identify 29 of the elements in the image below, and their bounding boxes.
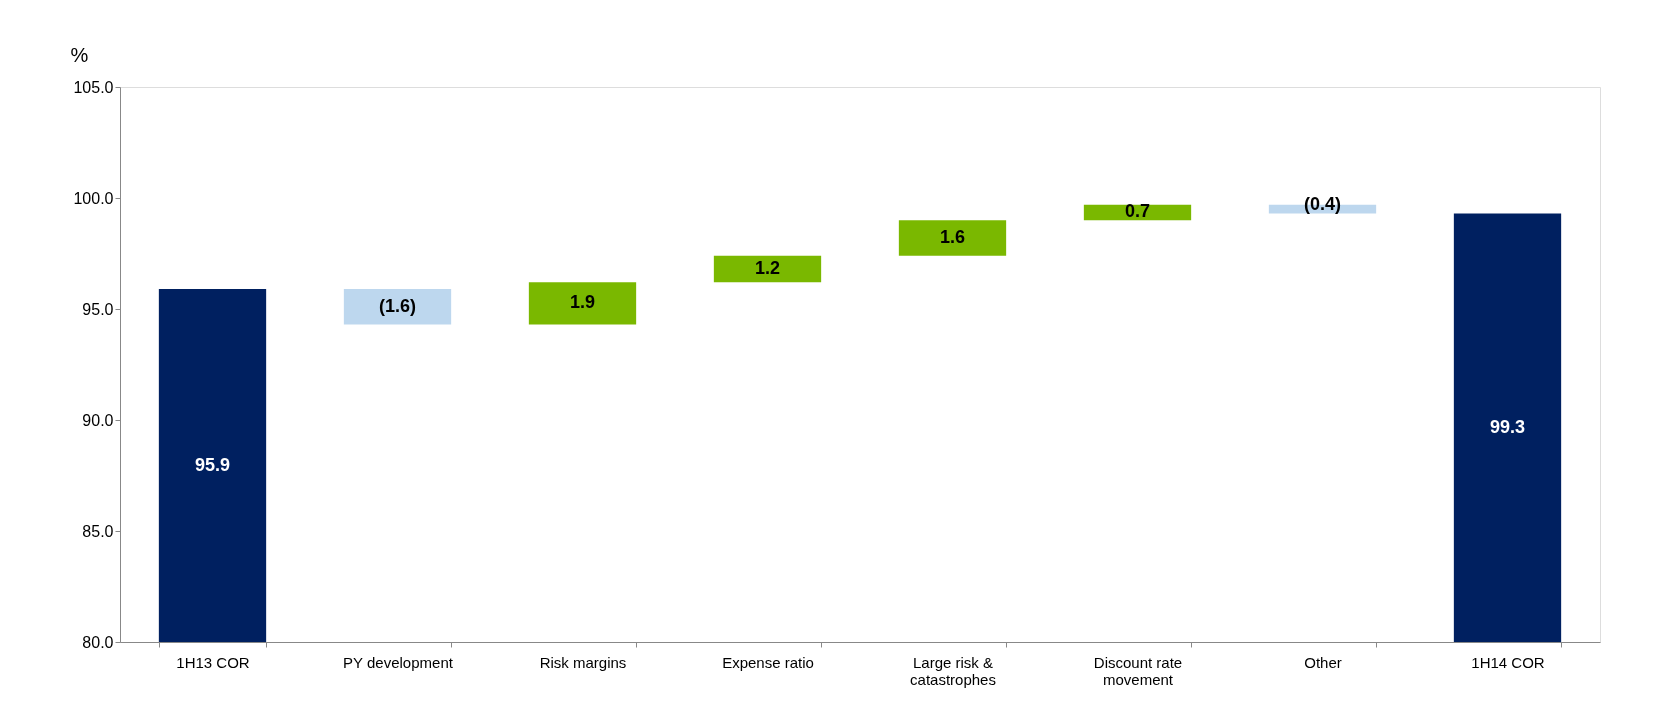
bar <box>898 220 1007 256</box>
bar <box>713 255 822 283</box>
data-label: 95.9 <box>194 454 231 475</box>
data-label: 1.6 <box>939 226 966 247</box>
bar <box>343 289 452 325</box>
x-tick-label: Risk margins <box>539 653 627 671</box>
y-tick-label: 85.0 <box>82 522 114 540</box>
data-label: 99.3 <box>1489 416 1526 437</box>
data-label: (1.6) <box>378 295 417 316</box>
y-tick-label: 95.0 <box>82 300 114 318</box>
y-tick-label: 90.0 <box>82 411 114 429</box>
bar <box>1453 213 1562 642</box>
y-tick-label: 80.0 <box>82 633 114 651</box>
y-axis-title: % <box>70 43 89 66</box>
data-label: (0.4) <box>1303 193 1342 214</box>
bar <box>158 289 267 642</box>
data-label: 0.7 <box>1124 201 1151 222</box>
x-tick-label: 1H13 COR <box>176 653 250 671</box>
y-tick-label: 105.0 <box>73 78 114 96</box>
x-tick-label: Discount rate movement <box>1093 653 1183 688</box>
data-label: 1.2 <box>754 258 781 279</box>
x-tick-label: 1H14 COR <box>1471 653 1545 671</box>
x-tick-label: Other <box>1304 653 1342 671</box>
x-tick-label: Expense ratio <box>722 653 814 671</box>
data-label: 1.9 <box>569 292 596 313</box>
bar <box>528 282 637 325</box>
x-tick-label: PY development <box>343 653 454 671</box>
y-tick-label: 100.0 <box>73 189 114 207</box>
x-tick-label: Large risk & catastrophes <box>910 653 996 688</box>
